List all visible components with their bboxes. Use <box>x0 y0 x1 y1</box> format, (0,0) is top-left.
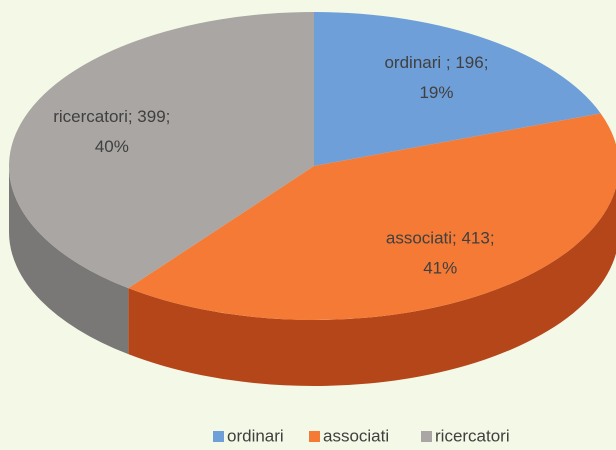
slice-side <box>128 187 616 386</box>
slice <box>128 113 616 320</box>
data-label: ordinari ; 196; <box>384 53 488 72</box>
percent-label: 19% <box>419 83 453 102</box>
legend-swatch <box>213 431 224 442</box>
percent-label: 41% <box>423 258 457 277</box>
legend-label: ricercatori <box>435 426 510 445</box>
percent-label: 40% <box>95 137 129 156</box>
data-label: ricercatori; 399; <box>53 107 170 126</box>
legend-label: ordinari <box>227 426 284 445</box>
slice <box>314 12 601 166</box>
legend-label: associati <box>323 426 389 445</box>
data-label: associati; 413; <box>386 228 495 247</box>
legend-swatch <box>421 431 432 442</box>
slice <box>9 12 315 289</box>
legend-swatch <box>309 431 320 442</box>
slice-side <box>9 166 129 355</box>
